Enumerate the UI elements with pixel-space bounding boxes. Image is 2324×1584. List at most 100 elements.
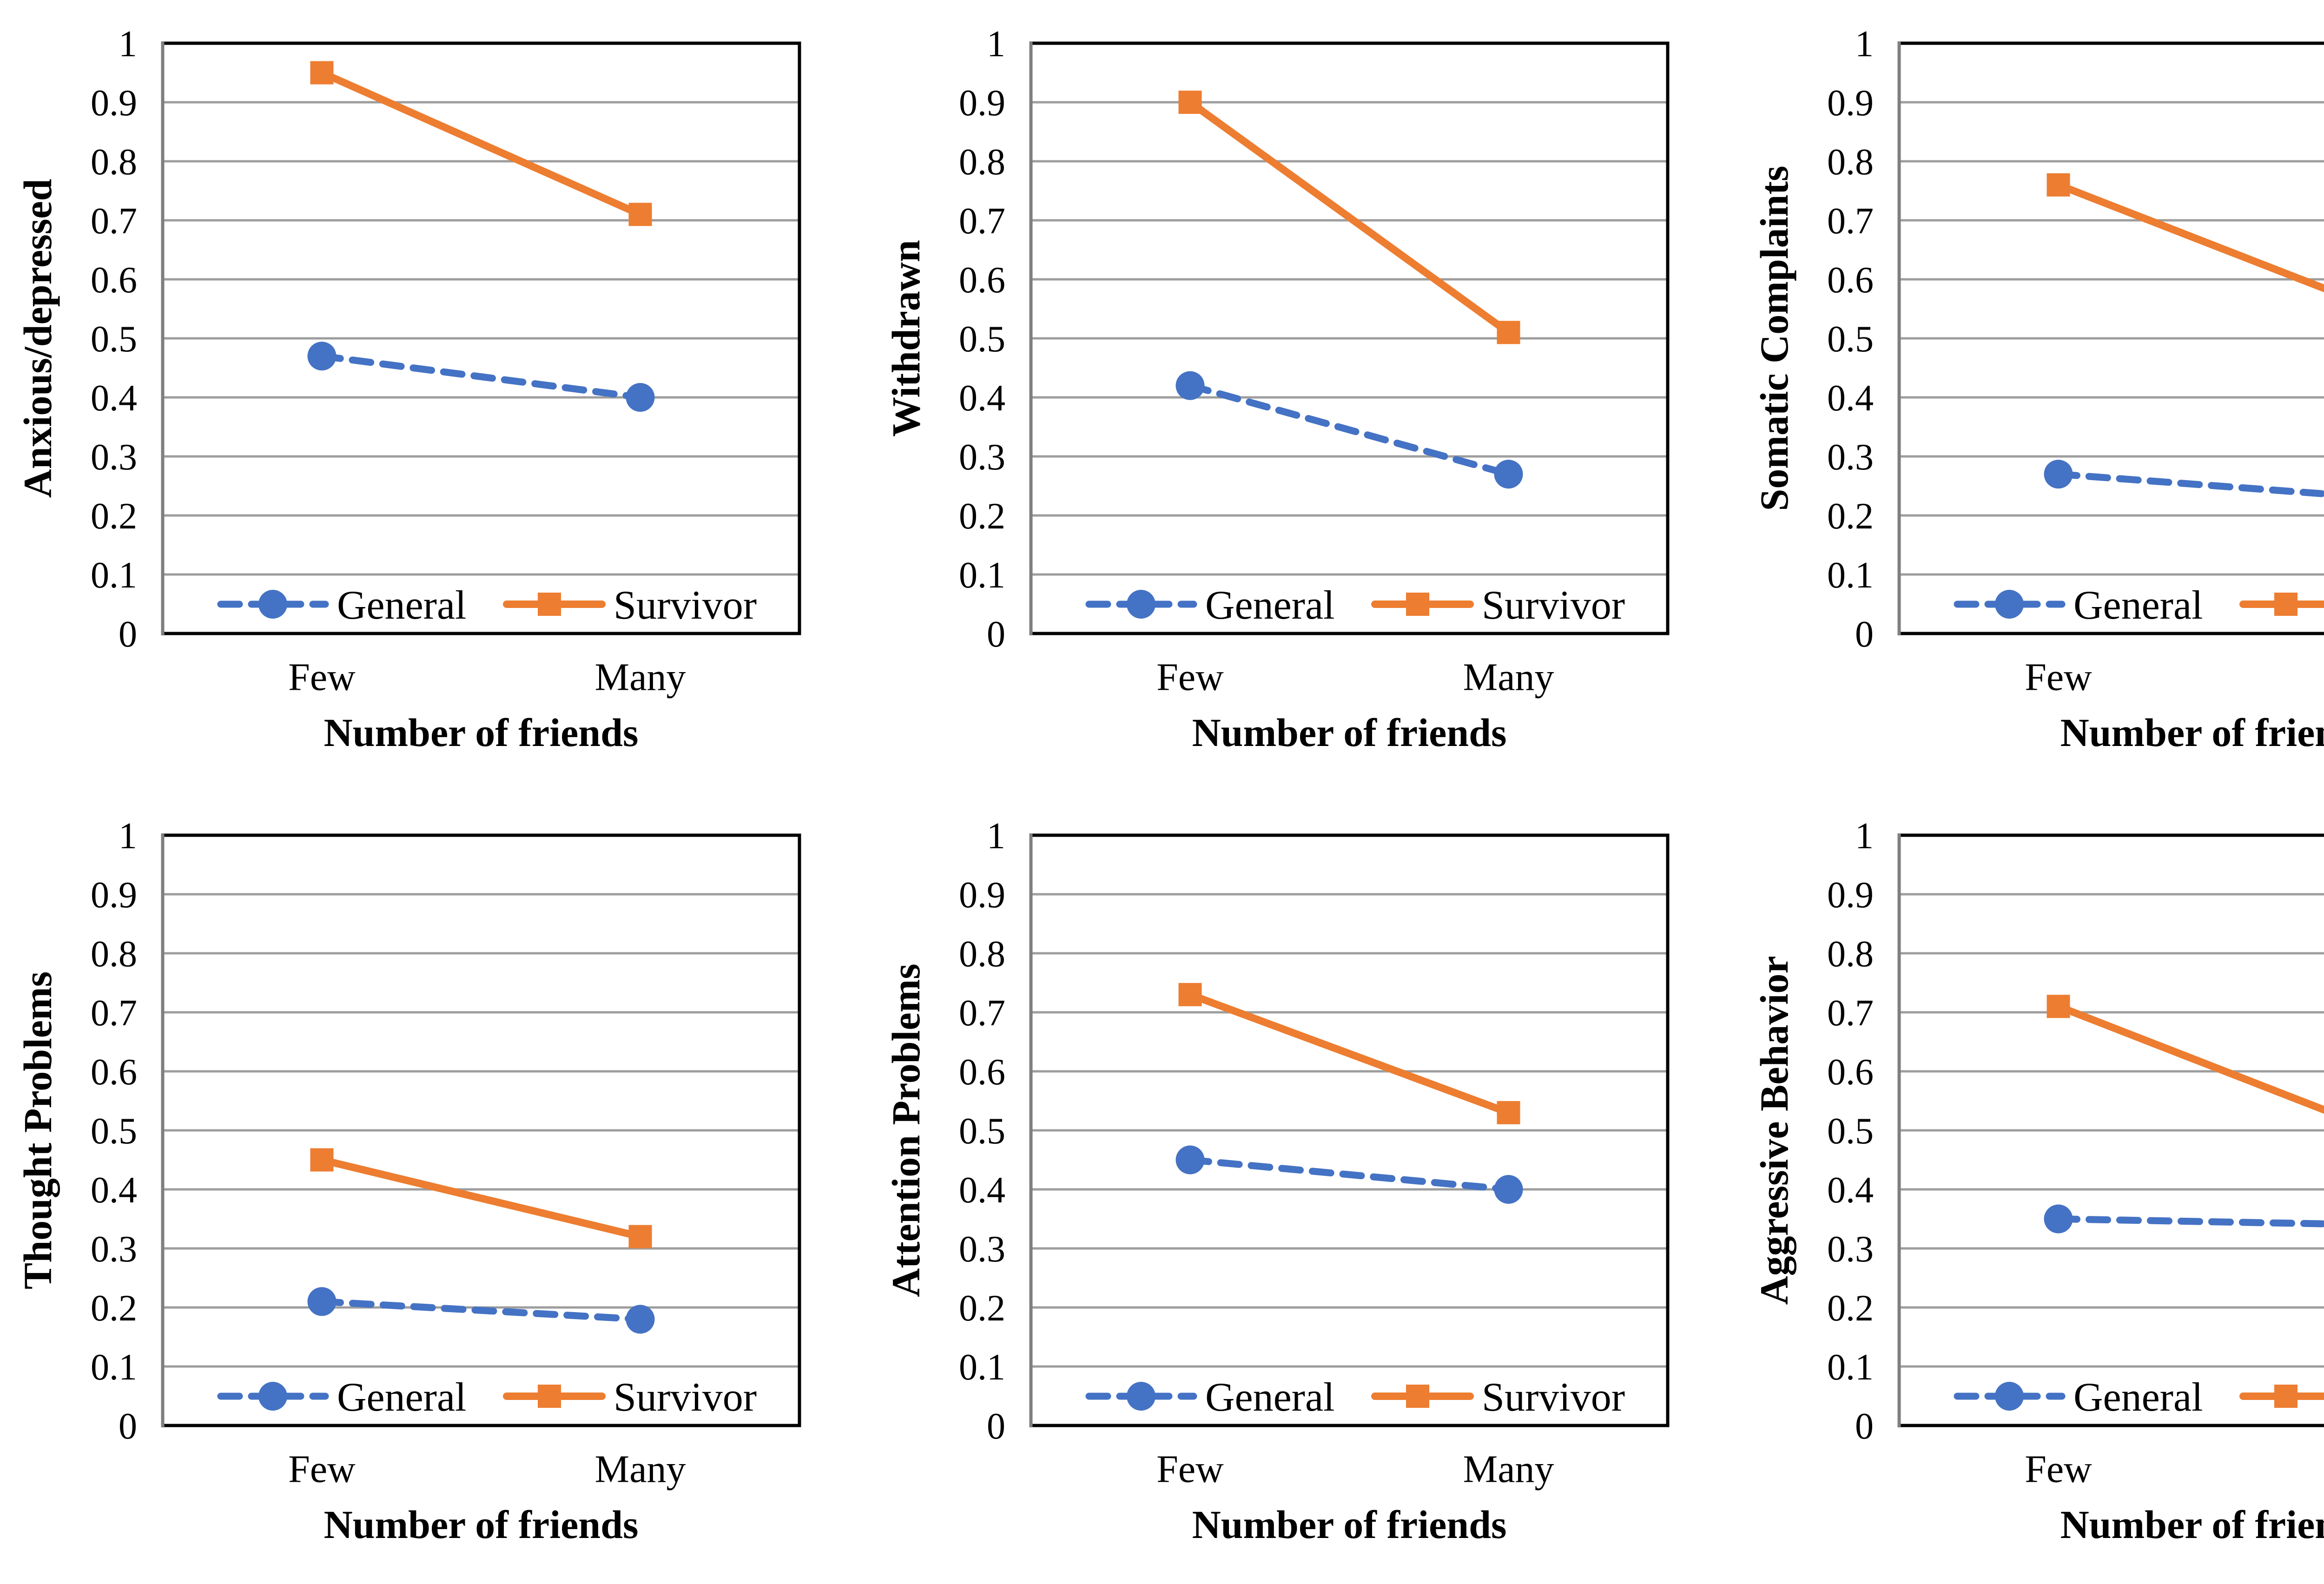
data-point-general-few-circle-marker [1175,1145,1205,1175]
y-axis-title: Withdrawn [884,240,928,437]
y-tick-label: 0.3 [91,1229,137,1270]
y-tick-label: 0.4 [1827,1170,1874,1211]
chart-attention-problems: 0 0.1 0.2 0.3 0.4 0.5 0.6 0.7 0.8 0.9 1 Few Many Numb… [868,792,1736,1584]
data-point-survivor-few-square-marker [2047,173,2070,197]
y-tick-label: 0.5 [959,319,1005,360]
legend-label-general: General [2073,1375,2203,1420]
x-category-label-few: Few [1156,655,1224,699]
y-tick-label: 0.6 [1827,260,1874,301]
y-tick-label: 0.8 [959,934,1005,975]
y-tick-label: 0.8 [91,934,137,975]
y-tick-label: 0.4 [959,378,1005,419]
y-tick-label: 0.8 [1827,934,1874,975]
series-line-survivor [318,1156,644,1241]
data-point-general-few-circle-marker [307,1287,337,1316]
data-point-survivor-many-square-marker [1497,321,1520,344]
y-tick-label: 1 [987,816,1005,857]
chart-somatic-complaints: 00.10.20.30.40.50.60.70.80.91FewManyNumb… [1736,0,2324,792]
y-tick-label: 0.2 [91,1288,137,1329]
series-line-general [318,352,644,401]
y-tick-label: 0.5 [1827,319,1874,360]
y-tick-label: 1 [119,24,137,65]
y-tick-label: 0.4 [91,378,137,419]
legend-marker-survivor-square-marker [2274,593,2298,616]
y-tick-label: 0.3 [91,437,137,478]
y-tick-label: 0.4 [959,1170,1005,1211]
chart-anxious-depressed: 0 0.1 0.2 0.3 0.4 0.5 0.6 0.7 0.8 0.9 1 Few Many Numb… [0,0,868,792]
legend-label-survivor: Survivor [1482,583,1625,628]
series-line-general [2055,470,2324,498]
x-axis-title: Number of friends [324,1502,639,1547]
data-point-survivor-few-square-marker [2047,995,2070,1018]
legend-marker-general-circle-marker [1995,1382,2024,1411]
y-tick-label: 1 [119,816,137,857]
y-tick-label: 0.9 [959,875,1005,916]
x-axis-title: Number of friends [1192,710,1507,755]
y-tick-label: 0 [987,1406,1005,1447]
data-point-survivor-few-square-marker [310,1148,334,1172]
y-tick-label: 0.5 [91,1111,137,1152]
chart-withdrawn: 0 0.1 0.2 0.3 0.4 0.5 0.6 0.7 0.8 0.9 1 Few Many Numb… [868,0,1736,792]
legend-marker-general-circle-marker [258,1382,287,1411]
x-category-label-many: Many [1463,655,1554,699]
y-tick-label: 0.9 [1827,83,1874,124]
y-tick-label: 0.6 [91,260,137,301]
y-tick-label: 0.9 [959,83,1005,124]
y-tick-label: 0.7 [959,201,1005,242]
y-tick-label: 1 [1855,816,1874,857]
legend-label-general: General [337,1375,466,1420]
legend-marker-survivor-square-marker [1406,593,1429,616]
legend-marker-general-circle-marker [1127,1382,1155,1411]
y-tick-label: 0.8 [1827,142,1874,183]
y-tick-label: 0.5 [959,1111,1005,1152]
series-line-survivor [2054,181,2324,292]
y-axis-title: Thought Problems [15,971,60,1289]
data-point-general-many-circle-marker [1494,460,1523,489]
y-tick-label: 0.6 [959,1052,1005,1093]
x-category-label-few: Few [2025,1447,2092,1491]
legend-marker-survivor-square-marker [538,1385,561,1408]
y-tick-label: 0.1 [91,555,137,596]
y-tick-label: 1 [1855,24,1874,65]
y-tick-label: 0.1 [91,1347,137,1388]
y-tick-label: 0.7 [91,201,137,242]
y-axis-title: Aggressive Behavior [1752,956,1796,1305]
chart-aggressive-behavior: 00.10.20.30.40.50.60.70.80.91FewManyNumb… [1736,792,2324,1584]
data-point-survivor-many-square-marker [1497,1101,1520,1124]
y-tick-label: 0.2 [1827,1288,1874,1329]
y-tick-label: 0 [119,614,137,655]
data-point-survivor-few-square-marker [1178,983,1202,1006]
legend-label-general: General [2073,583,2203,628]
x-category-label-few: Few [2025,655,2092,699]
legend-label-survivor: Survivor [614,1375,757,1420]
data-point-survivor-few-square-marker [1178,91,1202,114]
series-line-general [1187,382,1512,478]
x-category-label-few: Few [288,1447,356,1491]
chart-thought-problems: 0 0.1 0.2 0.3 0.4 0.5 0.6 0.7 0.8 0.9 1 Few Many Numb… [0,792,868,1584]
data-point-general-few-circle-marker [2044,1204,2073,1234]
y-tick-label: 0.7 [91,993,137,1034]
series-line-survivor [318,69,644,218]
y-tick-label: 0.5 [91,319,137,360]
legend-marker-survivor-square-marker [1406,1385,1429,1408]
data-point-general-few-circle-marker [2044,460,2073,489]
x-axis-title: Number of friends [324,710,639,755]
series-line-general [2055,1215,2324,1228]
data-point-survivor-few-square-marker [310,61,334,85]
y-tick-label: 0.7 [1827,993,1874,1034]
data-point-survivor-many-square-marker [628,203,652,226]
y-tick-label: 0.1 [959,1347,1005,1388]
y-tick-label: 0 [1855,1406,1874,1447]
y-axis-title: Attention Problems [884,964,928,1297]
y-tick-label: 0.6 [959,260,1005,301]
legend-label-general: General [337,583,466,628]
y-tick-label: 0.8 [91,142,137,183]
legend-label-general: General [1205,583,1334,628]
x-axis-title: Number of friends [1192,1502,1507,1547]
line-chart: 00.10.20.30.40.50.60.70.80.91FewManyNumb… [1752,24,2324,755]
data-point-general-many-circle-marker [626,1305,655,1334]
